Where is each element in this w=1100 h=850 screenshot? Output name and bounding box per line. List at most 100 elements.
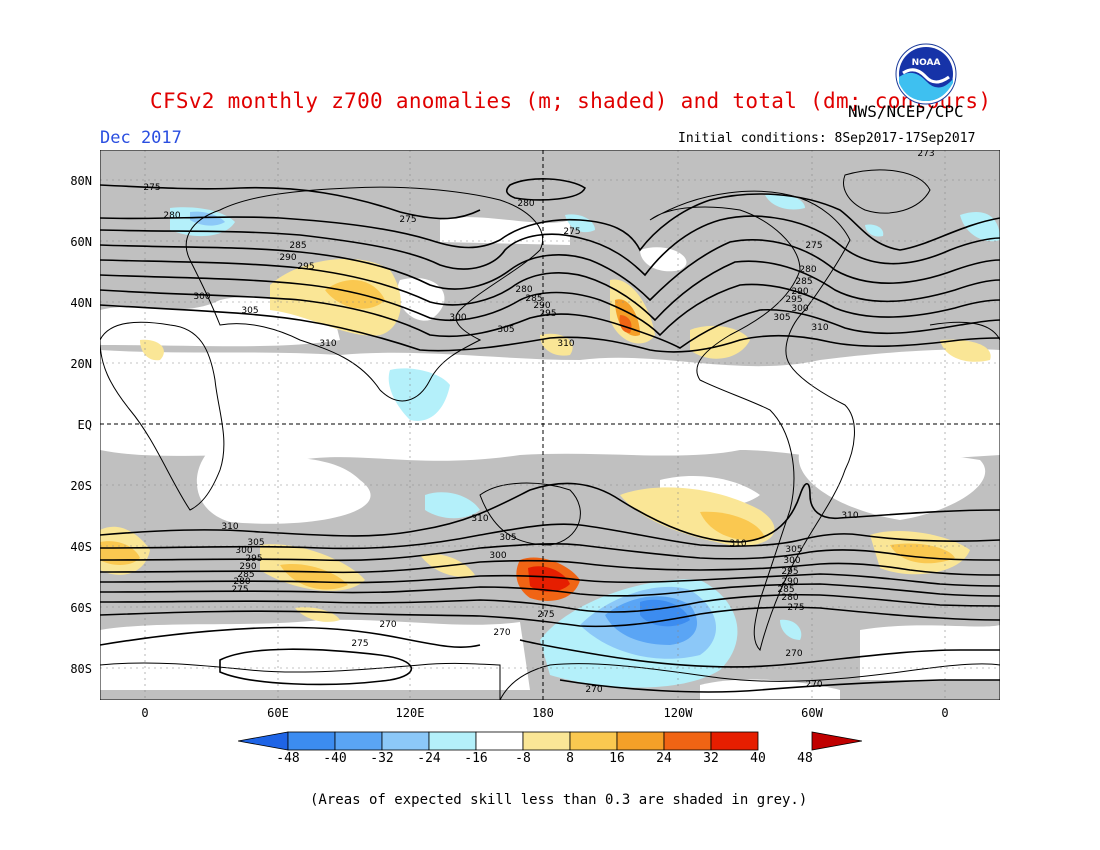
colorbar-swatch bbox=[663, 731, 712, 751]
contour-label: 305 bbox=[241, 306, 258, 316]
noaa-logo: NOAA bbox=[895, 43, 957, 105]
colorbar-swatch bbox=[569, 731, 618, 751]
colorbar-label: 40 bbox=[750, 751, 766, 766]
contour-label: 285 bbox=[289, 241, 306, 251]
agency-label: NWS/NCEP/CPC bbox=[848, 102, 964, 121]
height-contours bbox=[100, 178, 1000, 693]
contour-label: 270 bbox=[785, 649, 802, 659]
reference-lines bbox=[100, 150, 1000, 700]
contour-label: 310 bbox=[811, 323, 828, 333]
skill-footnote: (Areas of expected skill less than 0.3 a… bbox=[310, 792, 808, 808]
contour-label: 275 bbox=[143, 183, 160, 193]
contour-label: 275 bbox=[351, 639, 368, 649]
map-title: CFSv2 monthly z700 anomalies (m; shaded)… bbox=[150, 89, 992, 113]
colorbar-swatch bbox=[710, 731, 759, 751]
logo-text: NOAA bbox=[912, 58, 941, 68]
colorbar-label: -24 bbox=[417, 751, 441, 766]
contour-label: 300 bbox=[783, 556, 800, 566]
contour-label: 295 bbox=[245, 554, 262, 564]
lat-label: 60N bbox=[70, 235, 92, 249]
lon-label: 60E bbox=[267, 706, 289, 720]
lon-label: 0 bbox=[141, 706, 149, 720]
lon-label: 0 bbox=[941, 706, 949, 720]
contour-label: 270 bbox=[493, 628, 510, 638]
contour-label: 280 bbox=[515, 285, 532, 295]
colorbar-swatch bbox=[381, 731, 430, 751]
lat-label: 80N bbox=[70, 174, 92, 188]
contour-label: 270 bbox=[805, 680, 822, 690]
forecast-month: Dec 2017 bbox=[100, 128, 182, 148]
contour-label: 273 bbox=[917, 150, 934, 159]
contour-label: 280 bbox=[799, 265, 816, 275]
lon-label: 60W bbox=[801, 706, 823, 720]
lat-label: 20S bbox=[70, 479, 92, 493]
colorbar-swatch bbox=[428, 731, 477, 751]
lat-label: EQ bbox=[77, 418, 92, 432]
contour-label: 300 bbox=[235, 546, 252, 556]
colorbar-swatch bbox=[522, 731, 571, 751]
contour-label: 310 bbox=[319, 339, 336, 349]
contour-label: 300 bbox=[791, 304, 808, 314]
contour-label: 275 bbox=[399, 215, 416, 225]
contour-label: 295 bbox=[539, 309, 556, 319]
colorbar-label: -16 bbox=[464, 751, 488, 766]
colorbar-label: -32 bbox=[370, 751, 394, 766]
contour-label: 280 bbox=[781, 593, 798, 603]
lon-label: 120E bbox=[395, 706, 425, 720]
lat-label: 60S bbox=[70, 601, 92, 615]
contour-label: 280 bbox=[517, 199, 534, 209]
skill-regions bbox=[100, 217, 1000, 700]
contour-label: 275 bbox=[537, 610, 554, 620]
colorbar-swatch bbox=[475, 731, 524, 751]
contour-label: 310 bbox=[221, 522, 238, 532]
colorbar-label: -48 bbox=[276, 751, 300, 766]
contour-label: 275 bbox=[805, 241, 822, 251]
lat-label: 20N bbox=[70, 357, 92, 371]
lat-label: 40N bbox=[70, 296, 92, 310]
contour-label: 310 bbox=[841, 511, 858, 521]
lat-label: 80S bbox=[70, 662, 92, 676]
contour-label: 270 bbox=[585, 685, 602, 695]
contour-label: 270 bbox=[379, 620, 396, 630]
contour-label: 295 bbox=[781, 567, 798, 577]
colorbar-label: 8 bbox=[566, 751, 574, 766]
contour-label: 275 bbox=[563, 227, 580, 237]
contour-label: 310 bbox=[557, 339, 574, 349]
contour-label: 290 bbox=[279, 253, 296, 263]
contour-label: 300 bbox=[489, 551, 506, 561]
initial-conditions: Initial conditions: 8Sep2017-17Sep2017 bbox=[678, 131, 976, 146]
colorbar-label: -40 bbox=[323, 751, 347, 766]
contour-label: 275 bbox=[787, 603, 804, 613]
contour-label: 305 bbox=[785, 545, 802, 555]
contour-label: 300 bbox=[193, 292, 210, 302]
contour-label: 280 bbox=[163, 211, 180, 221]
colorbar-swatch bbox=[287, 731, 336, 751]
contour-label: 300 bbox=[449, 313, 466, 323]
contour-label: 295 bbox=[785, 295, 802, 305]
colorbar-swatch bbox=[616, 731, 665, 751]
contour-label: 290 bbox=[781, 577, 798, 587]
contour-label: 305 bbox=[499, 533, 516, 543]
contour-label: 275 bbox=[231, 585, 248, 595]
contour-label: 290 bbox=[533, 301, 550, 311]
contour-label: 285 bbox=[525, 294, 542, 304]
contour-label: 310 bbox=[729, 539, 746, 549]
contour-label: 285 bbox=[795, 277, 812, 287]
contour-label: 290 bbox=[791, 287, 808, 297]
contour-label: 285 bbox=[777, 585, 794, 595]
lon-label: 120W bbox=[663, 706, 693, 720]
anomaly-shading bbox=[100, 194, 1000, 688]
contour-label: 305 bbox=[497, 325, 514, 335]
contour-label: 305 bbox=[247, 538, 264, 548]
colorbar-label: -8 bbox=[515, 751, 531, 766]
contour-label: 285 bbox=[237, 570, 254, 580]
colorbar bbox=[238, 731, 862, 751]
colorbar-arrow-left bbox=[238, 731, 289, 751]
colorbar-label: 24 bbox=[656, 751, 672, 766]
lon-label: 180 bbox=[532, 706, 554, 720]
contour-label: 295 bbox=[297, 262, 314, 272]
map-panel: 275 280 275 280 275 273 285 290 295 300 … bbox=[100, 150, 1000, 700]
contour-labels: 275 280 275 280 275 273 285 290 295 300 … bbox=[143, 150, 934, 695]
colorbar-arrow-right bbox=[811, 731, 862, 751]
colorbar-label: 48 bbox=[797, 751, 813, 766]
